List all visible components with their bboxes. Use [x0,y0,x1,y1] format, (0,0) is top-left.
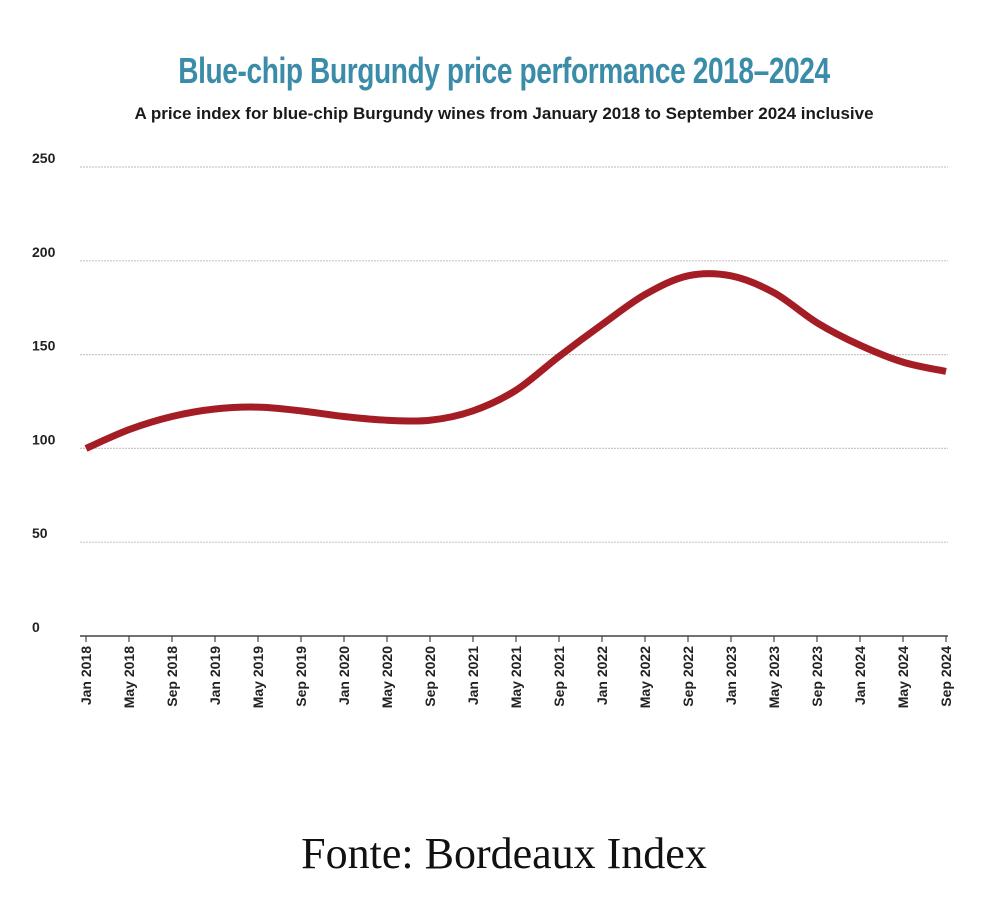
x-tick-label: Sep 2023 [809,646,825,707]
series-line [84,270,947,452]
x-tick-label: May 2018 [121,646,137,708]
y-tick-label: 200 [32,244,56,260]
x-tick-label: Sep 2020 [422,646,438,707]
x-tick-label: Sep 2022 [680,646,696,707]
chart-title: Blue-chip Burgundy price performance 201… [178,50,830,91]
x-tick-label: Jan 2018 [78,646,94,705]
y-tick-label: 50 [32,525,48,541]
y-tick-label: 150 [32,338,56,354]
x-tick-label: May 2021 [508,646,524,708]
x-tick-label: Sep 2021 [551,646,567,707]
x-tick-label: May 2020 [379,646,395,708]
chart-subtitle: A price index for blue-chip Burgundy win… [134,104,874,123]
x-tick-label: Sep 2018 [164,646,180,707]
x-tick-label: Jan 2020 [336,646,352,705]
x-tick-label: May 2023 [766,646,782,708]
y-tick-label: 100 [32,431,56,447]
y-tick-label: 250 [32,150,56,166]
x-tick-label: May 2024 [895,646,911,708]
x-tick-label: Jan 2024 [852,646,868,705]
source-note: Fonte: Bordeaux Index [301,829,707,878]
x-tick-label: Jan 2023 [723,646,739,705]
x-tick-label: Jan 2022 [594,646,610,705]
x-tick-label: May 2022 [637,646,653,708]
x-tick-label: May 2019 [250,646,266,708]
x-tick-label: Sep 2019 [293,646,309,707]
x-tick-label: Jan 2021 [465,646,481,705]
y-tick-label: 0 [32,619,40,635]
x-tick-label: Jan 2019 [207,646,223,705]
x-tick-label: Sep 2024 [938,646,954,707]
